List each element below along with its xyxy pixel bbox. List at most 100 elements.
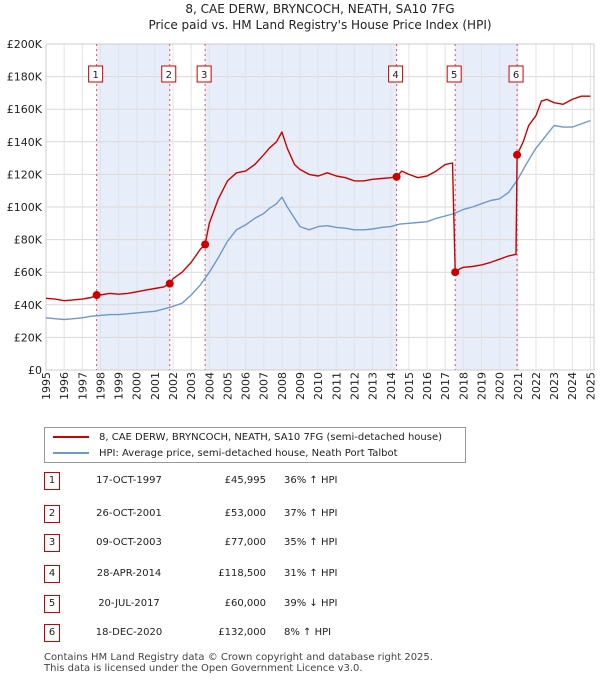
sale-marker-label: 5 <box>451 70 457 81</box>
sale-number-badge: 5 <box>44 595 60 613</box>
sale-row: 3 09-OCT-2003 £77,000 35% ↑ HPI <box>44 534 404 552</box>
sale-marker-box <box>196 65 212 83</box>
sale-price: £132,000 <box>218 627 266 638</box>
x-tick-label: 2005 <box>221 372 234 400</box>
x-tick-label: 1996 <box>58 372 71 400</box>
chart-subtitle: Price paid vs. HM Land Registry's House … <box>148 18 491 32</box>
sale-hpi-diff: 8% ↑ HPI <box>284 627 332 638</box>
sale-hpi-diff: 35% ↑ HPI <box>284 537 338 548</box>
sale-marker-box <box>88 65 104 83</box>
sale-row: 1 17-OCT-1997 £45,995 36% ↑ HPI <box>44 472 404 490</box>
y-tick-label: £180K <box>7 71 43 84</box>
sale-hpi-diff: 37% ↑ HPI <box>284 508 338 519</box>
legend-swatch-hpi <box>53 452 89 454</box>
x-tick-label: 2022 <box>530 372 543 400</box>
x-tick-label: 2011 <box>330 372 343 400</box>
y-axis: £0 £20K £40K £60K £80K £100K £120K £140K £160K £1… <box>7 38 43 377</box>
series-line <box>45 119 591 321</box>
sale-marker-label: 2 <box>166 70 172 81</box>
grid-lines <box>45 43 595 371</box>
x-tick-label: 2014 <box>385 372 398 400</box>
sale-price: £45,995 <box>224 475 266 486</box>
sale-point <box>201 240 210 249</box>
footer: Contains HM Land Registry data © Crown c… <box>44 652 433 674</box>
y-tick-label: £0 <box>28 364 42 377</box>
sale-date: 26-OCT-2001 <box>96 508 162 519</box>
x-axis: 1995 1996 1997 1998 1999 2000 2001 2002 2003 2004… <box>40 372 597 400</box>
sale-marker-label: 6 <box>513 70 519 81</box>
x-tick-label: 2017 <box>439 372 452 400</box>
sale-price: £60,000 <box>224 598 266 609</box>
x-tick-label: 2016 <box>421 372 434 400</box>
sale-row: 4 28-APR-2014 £118,500 31% ↑ HPI <box>44 565 404 583</box>
sale-price: £118,500 <box>218 568 266 579</box>
x-tick-label: 2003 <box>185 372 198 400</box>
x-tick-label: 2004 <box>203 372 216 400</box>
x-tick-label: 1998 <box>94 372 107 400</box>
sale-row: 6 18-DEC-2020 £132,000 8% ↑ HPI <box>44 624 404 642</box>
x-tick-label: 2015 <box>403 372 416 400</box>
series-lines <box>45 95 591 321</box>
x-tick-label: 2001 <box>149 372 162 400</box>
x-tick-label: 1997 <box>76 372 89 400</box>
x-tick-label: 2000 <box>131 372 144 400</box>
x-tick-label: 2002 <box>167 372 180 400</box>
x-tick-label: 2012 <box>348 372 361 400</box>
sale-point <box>451 268 460 277</box>
legend: 8, CAE DERW, BRYNCOCH, NEATH, SA10 7FG (… <box>44 427 466 463</box>
sale-marker-label: 4 <box>392 70 398 81</box>
x-tick-label: 2018 <box>457 372 470 400</box>
x-tick-label: 2013 <box>367 372 380 400</box>
x-tick-label: 2020 <box>494 372 507 400</box>
sale-date: 18-DEC-2020 <box>95 627 163 638</box>
series-line <box>45 95 591 302</box>
sale-point <box>92 291 101 300</box>
x-tick-label: 2009 <box>294 372 307 400</box>
sale-date: 28-APR-2014 <box>96 568 162 579</box>
legend-item-price-paid: 8, CAE DERW, BRYNCOCH, NEATH, SA10 7FG (… <box>53 430 442 446</box>
x-tick-label: 2021 <box>512 372 525 400</box>
sale-hpi-diff: 31% ↑ HPI <box>284 568 338 579</box>
sale-point <box>513 150 522 159</box>
legend-item-hpi: HPI: Average price, semi-detached house,… <box>53 446 398 462</box>
x-tick-label: 1995 <box>40 372 53 400</box>
plot-border <box>45 43 595 371</box>
sale-marker-labels: 1 2 3 4 5 6 <box>88 65 524 83</box>
sale-number-badge: 1 <box>44 472 60 490</box>
x-tick-label: 1999 <box>113 372 126 400</box>
sale-hpi-diff: 39% ↓ HPI <box>284 598 338 609</box>
y-tick-label: £40K <box>14 299 43 312</box>
x-tick-label: 2010 <box>312 372 325 400</box>
price-chart: 8, CAE DERW, BRYNCOCH, NEATH, SA10 7FG P… <box>7 2 598 400</box>
legend-label-hpi: HPI: Average price, semi-detached house,… <box>99 448 398 459</box>
x-tick-label: 2024 <box>566 372 579 400</box>
y-tick-label: £60K <box>14 266 43 279</box>
sale-marker-box <box>508 65 524 83</box>
legend-label-price-paid: 8, CAE DERW, BRYNCOCH, NEATH, SA10 7FG (… <box>99 432 442 443</box>
sale-marker-box <box>161 65 177 83</box>
sale-row: 2 26-OCT-2001 £53,000 37% ↑ HPI <box>44 505 404 523</box>
sale-row: 5 20-JUL-2017 £60,000 39% ↓ HPI <box>44 595 404 613</box>
sale-date: 20-JUL-2017 <box>98 598 160 609</box>
x-tick-label: 2019 <box>475 372 488 400</box>
sale-marker-box <box>446 65 462 83</box>
sale-number-badge: 6 <box>44 624 60 642</box>
sale-marker-label: 3 <box>201 70 207 81</box>
sale-price: £77,000 <box>224 537 266 548</box>
y-tick-label: £20K <box>14 331 43 344</box>
sale-point <box>165 279 174 288</box>
sale-hpi-diff: 36% ↑ HPI <box>284 475 338 486</box>
sale-date: 17-OCT-1997 <box>96 475 162 486</box>
footer-line-2: This data is licensed under the Open Gov… <box>44 663 363 674</box>
sale-marker-label: 1 <box>92 70 98 81</box>
y-tick-label: £160K <box>7 103 43 116</box>
sale-number-badge: 2 <box>44 505 60 523</box>
y-tick-label: £80K <box>14 234 43 247</box>
footer-line-1: Contains HM Land Registry data © Crown c… <box>44 652 433 663</box>
y-tick-label: £120K <box>7 168 43 181</box>
sale-marker-box <box>388 65 404 83</box>
sale-date: 09-OCT-2003 <box>96 537 162 548</box>
sale-points <box>92 150 522 300</box>
sale-price: £53,000 <box>224 508 266 519</box>
chart-title: 8, CAE DERW, BRYNCOCH, NEATH, SA10 7FG <box>185 2 454 16</box>
